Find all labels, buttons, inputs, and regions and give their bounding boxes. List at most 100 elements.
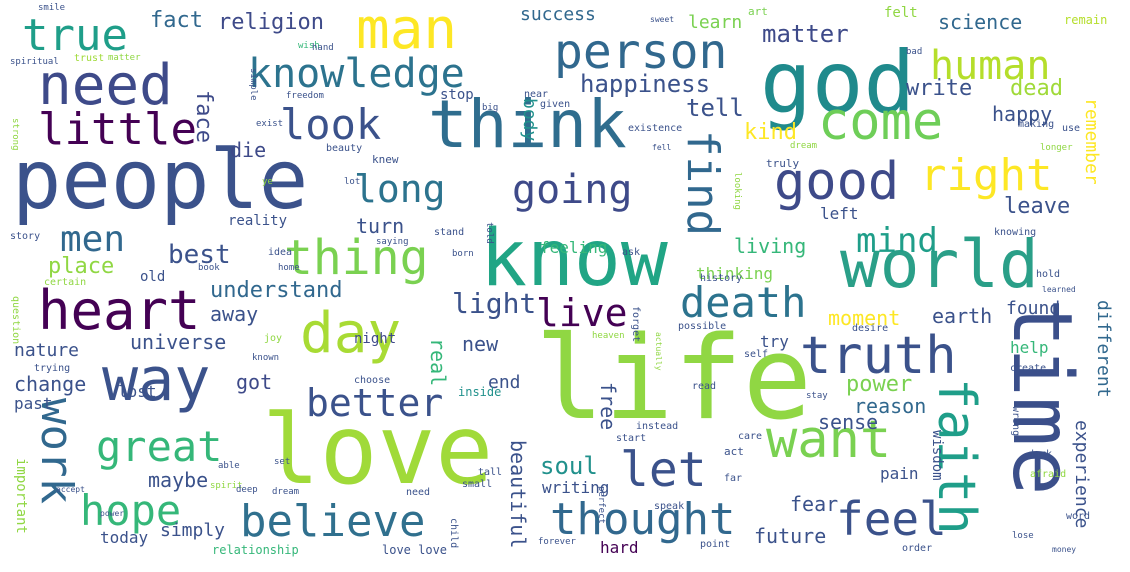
- word-earth: earth: [932, 304, 993, 328]
- word-leave: leave: [1004, 194, 1071, 219]
- word-simple: simple: [248, 68, 258, 101]
- word-come: come: [818, 92, 944, 152]
- word-dark: dark: [1028, 449, 1053, 460]
- word-power-small: power: [100, 509, 125, 518]
- word-wisdom: wisdom: [929, 430, 945, 481]
- word-lost: lost: [118, 382, 157, 401]
- word-success: success: [520, 4, 596, 25]
- word-knowledge: knowledge: [248, 51, 465, 97]
- word-tell: tell: [686, 94, 744, 122]
- word-future: future: [754, 524, 827, 548]
- word-knowing: knowing: [994, 227, 1037, 238]
- word-kind: kind: [744, 120, 797, 145]
- word-men: men: [60, 219, 126, 260]
- word-bad: bad: [906, 47, 923, 57]
- word-nature: nature: [14, 340, 80, 361]
- word-experience: experience: [1071, 420, 1092, 529]
- word-pain: pain: [880, 464, 919, 483]
- word-instead: instead: [636, 421, 679, 432]
- word-past: past: [14, 394, 53, 413]
- word-death: death: [680, 278, 807, 327]
- word-god: god: [760, 33, 916, 133]
- word-heaven: heaven: [592, 331, 625, 341]
- word-work: work: [31, 398, 82, 504]
- word-help: help: [1010, 338, 1049, 357]
- word-simply: simply: [160, 520, 226, 541]
- word-love-love: love love: [382, 543, 448, 557]
- word-believe: believe: [240, 496, 426, 547]
- word-love: love: [262, 394, 494, 506]
- word-better: better: [306, 381, 444, 425]
- word-stay: stay: [806, 391, 828, 401]
- word-desire: desire: [852, 323, 889, 334]
- word-way: way: [102, 345, 211, 415]
- word-beauty: beauty: [326, 143, 363, 154]
- word-thinking: thinking: [696, 264, 774, 283]
- word-left: left: [820, 204, 859, 223]
- word-remain: remain: [1064, 13, 1108, 27]
- word-great: great: [96, 422, 223, 471]
- word-actually: actually: [654, 332, 663, 371]
- word-create: create: [1010, 363, 1047, 374]
- word-care: care: [738, 431, 763, 442]
- word-place: place: [48, 254, 115, 279]
- word-inside: inside: [458, 385, 502, 399]
- word-born: born: [452, 249, 474, 259]
- word-act: act: [724, 445, 744, 458]
- word-ye: ye: [262, 177, 273, 187]
- word-science: science: [938, 10, 1023, 34]
- word-face: face: [191, 90, 216, 143]
- word-able: able: [218, 461, 240, 471]
- word-matter: matter: [762, 20, 849, 48]
- word-old: old: [140, 269, 166, 285]
- word-saying: saying: [376, 237, 409, 247]
- word-hope: hope: [80, 486, 182, 535]
- word-human: human: [930, 43, 1051, 89]
- word-look: look: [280, 100, 382, 149]
- word-thing: thing: [284, 230, 429, 286]
- word-fear: fear: [790, 492, 839, 516]
- word-hard: hard: [600, 538, 639, 557]
- word-stand: stand: [434, 227, 465, 238]
- word-given: given: [540, 99, 571, 110]
- word-lose: lose: [1012, 531, 1034, 541]
- word-learned: learned: [1042, 285, 1076, 294]
- word-freedom: freedom: [286, 91, 324, 101]
- word-got: got: [236, 370, 273, 394]
- word-free: free: [596, 382, 620, 431]
- word-deep: deep: [236, 485, 258, 495]
- word-big: big: [482, 103, 499, 113]
- word-live: live: [536, 291, 628, 335]
- word-child: child: [448, 518, 459, 549]
- word-time: time: [994, 298, 1089, 496]
- word-need-small: need: [406, 487, 431, 498]
- word-let: let: [620, 442, 707, 498]
- word-happiness: happiness: [580, 70, 711, 98]
- word-faith: faith: [926, 378, 986, 535]
- word-know: know: [480, 214, 668, 304]
- word-different: different: [1093, 300, 1114, 398]
- word-sweet: sweet: [650, 15, 675, 24]
- word-start: start: [616, 433, 647, 444]
- word-ask: ask: [622, 247, 641, 258]
- word-want: want: [766, 410, 892, 470]
- word-strong: strong: [10, 118, 20, 151]
- word-known: known: [252, 353, 280, 363]
- word-right: right: [920, 150, 1053, 201]
- word-try: try: [760, 332, 789, 351]
- word-true: true: [22, 10, 128, 61]
- word-matter-small: matter: [108, 53, 141, 63]
- word-spiritual: spiritual: [10, 57, 59, 67]
- word-important: important: [13, 458, 29, 534]
- word-felt: felt: [884, 5, 918, 21]
- word-exist: exist: [256, 119, 284, 129]
- word-spirit: spirit: [210, 481, 243, 491]
- word-turn: turn: [356, 214, 405, 238]
- word-think: think: [428, 86, 627, 163]
- word-soul: soul: [540, 452, 598, 480]
- word-order: order: [902, 543, 933, 554]
- word-home: home: [278, 263, 300, 273]
- word-dead: dead: [1010, 76, 1063, 101]
- word-universe: universe: [130, 330, 227, 354]
